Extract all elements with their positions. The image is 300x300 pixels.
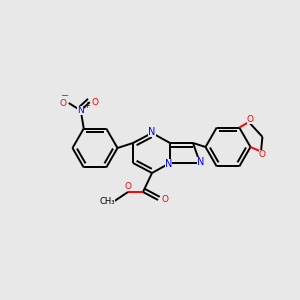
Text: N: N	[165, 159, 172, 169]
Text: O: O	[124, 182, 131, 191]
Text: O: O	[259, 150, 266, 159]
Text: O: O	[161, 196, 168, 205]
Text: O: O	[92, 98, 99, 106]
Text: +: +	[83, 100, 90, 109]
Text: N: N	[148, 127, 156, 137]
Text: O: O	[247, 115, 254, 124]
Text: N: N	[197, 158, 204, 167]
Text: −: −	[61, 92, 69, 101]
Text: N: N	[77, 106, 84, 115]
Text: CH₃: CH₃	[99, 197, 115, 206]
Text: O: O	[60, 98, 67, 107]
